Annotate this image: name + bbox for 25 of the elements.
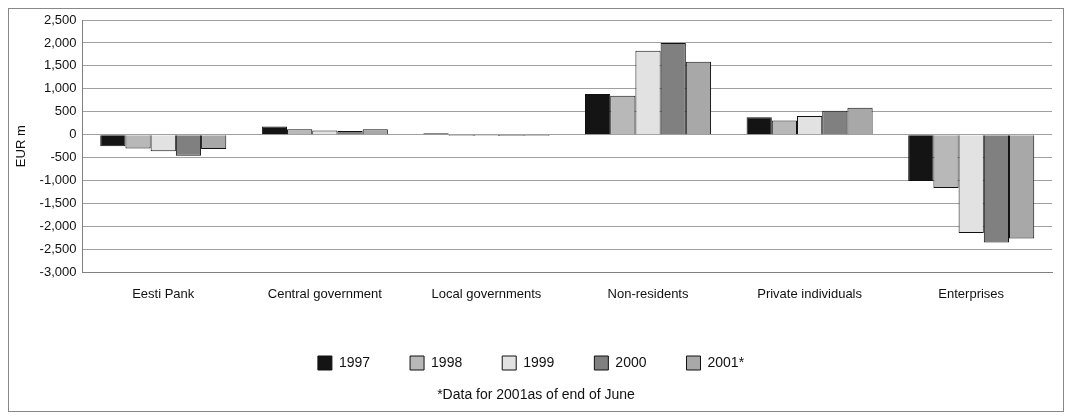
y-tick-label: 2,000 [43,34,77,50]
y-axis-title: EUR m [13,125,29,168]
x-tick-label: Eesti Pank [132,285,195,301]
y-tick-label: 500 [54,103,77,119]
y-tick-label: 2,500 [43,11,77,27]
legend-label: 1999 [523,353,555,370]
y-tick-label: -3,000 [39,263,77,279]
y-tick-label: 0 [69,126,77,142]
x-tick-label: Non-residents [607,285,689,301]
y-tick-label: -500 [50,149,77,165]
legend-label: 2001* [707,353,745,370]
legend-label: 1997 [338,353,371,370]
y-tick-label: 1,500 [43,57,77,73]
legend-label: 1998 [431,353,463,370]
y-tick-label: 1,000 [43,80,77,96]
text: *Data for 2001as of end of June [436,386,636,402]
y-tick-label: -1,500 [39,195,77,211]
x-tick-label: Enterprises [938,285,1005,301]
y-tick-label: -1,000 [39,172,77,188]
y-tick-label: -2,500 [39,241,77,257]
x-tick-label: Central government [267,285,383,301]
legend-label: 2000 [615,353,647,370]
x-tick-label: Private individuals [757,285,863,301]
x-tick-label: Local governments [431,285,542,301]
y-tick-label: -2,000 [39,218,77,234]
